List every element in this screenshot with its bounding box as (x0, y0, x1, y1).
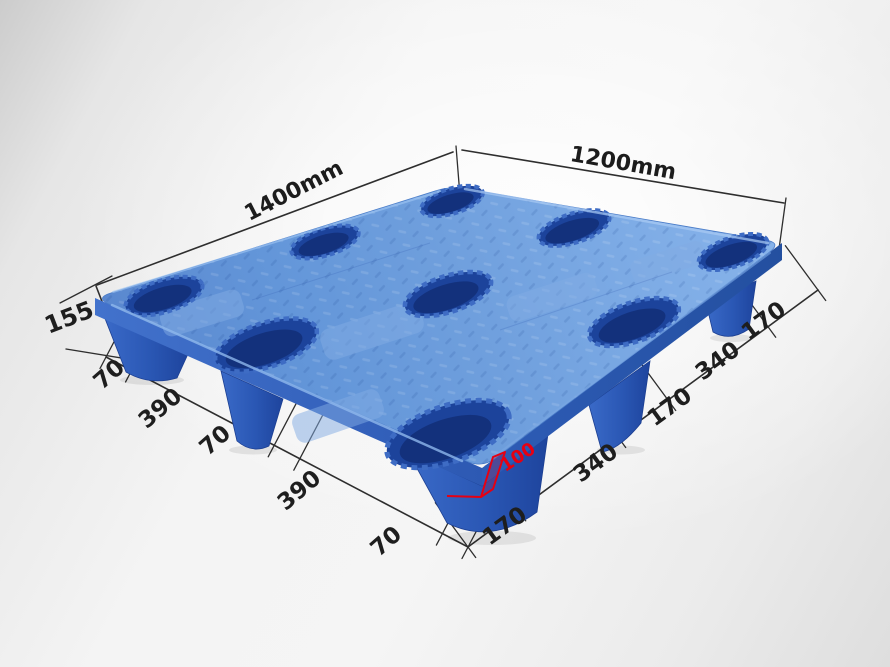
deck-side-front-right (482, 243, 782, 486)
pallet-width-label: 1200mm (568, 142, 678, 185)
foot-front-right-mid (588, 360, 651, 453)
foot-right-corner (705, 280, 757, 337)
deck-tread-texture (102, 187, 775, 465)
foot-height-marker-base (446, 495, 482, 498)
cavity-mid-right (536, 208, 612, 248)
cavity-front-corner (384, 397, 512, 471)
cavity-front-right (586, 295, 682, 349)
left-chain-label-2: 390 (134, 383, 187, 434)
left-chain-label-5: 70 (366, 521, 407, 562)
pallet-length-label: 1400mm (241, 156, 348, 227)
cavity-center (402, 269, 494, 319)
cavity-right-corner (696, 231, 770, 273)
deck-seam-lines (251, 242, 673, 331)
right-chain-label-4: 340 (691, 337, 745, 386)
foot-front-corner (407, 433, 549, 533)
front-right-chain-tick-5 (784, 245, 827, 302)
front-left-chain-tick-2 (267, 395, 301, 458)
cavity-back-left (123, 274, 205, 318)
length-dimension-left-tick (59, 275, 113, 304)
left-chain-label-4: 390 (273, 465, 326, 516)
left-chain-label-3: 70 (195, 420, 236, 461)
right-chain-label-3: 170 (643, 383, 697, 432)
cavity-mid-left (212, 316, 320, 374)
width-dimension-right-tick (778, 197, 787, 250)
foot-height-marker (480, 451, 506, 498)
foot-front-left-mid (220, 370, 284, 450)
foot-left-corner (103, 315, 189, 382)
deck-edge-highlights (110, 187, 771, 463)
deck-side-front-left (95, 298, 482, 486)
pallet (95, 183, 782, 545)
deck-cavities (123, 183, 770, 471)
deck-panel-patches (159, 240, 706, 443)
length-dimension-line (96, 151, 454, 286)
front-left-chain-line (105, 356, 469, 548)
pallet-feet (103, 280, 757, 533)
pallet-height-label: 155 (41, 295, 98, 339)
width-dimension-line (461, 149, 785, 204)
